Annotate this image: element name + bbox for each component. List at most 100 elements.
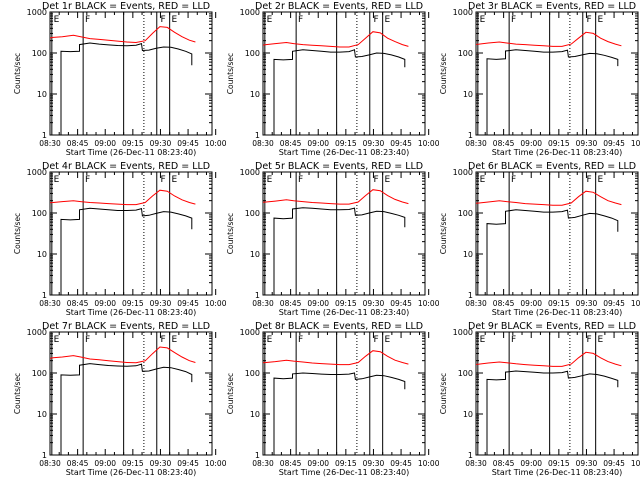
flag-label-E: E [267,335,273,345]
y-tick-label: 1000 [453,328,473,337]
x-axis-label: Start Time (26-Dec-11 08:23:40) [492,148,623,157]
chart-title: Det 1r BLACK = Events, RED = LLD [42,1,210,12]
x-tick-label: 09:15 [548,459,570,468]
series-events-line [263,372,406,455]
x-tick-label: 09:30 [576,299,598,308]
series-events-line [476,49,619,135]
x-axis-label: Start Time (26-Dec-11 08:23:40) [492,308,623,317]
flag-label-F: F [85,15,90,25]
y-tick-label: 100 [245,49,260,58]
x-tick-label: 09:15 [122,139,144,148]
chart-title: Det 8r BLACK = Events, RED = LLD [255,321,423,332]
flag-label-E: E [385,15,391,25]
x-tick-label: 09:15 [335,299,357,308]
y-axis-label: Counts/sec [13,373,22,414]
y-tick-label: 100 [32,209,47,218]
flag-label-E: E [172,175,178,185]
x-tick-label: 08:30 [39,459,61,468]
series-events-line [263,49,406,135]
x-tick-label: 10:00 [631,459,640,468]
flag-label-F: F [511,15,516,25]
x-tick-label: 09:45 [390,139,412,148]
series-events-line [50,207,193,295]
y-tick-label: 1000 [27,168,47,177]
y-tick-label: 10 [463,410,473,419]
y-axis-label: Counts/sec [439,373,448,414]
y-axis-label: Counts/sec [13,53,22,94]
series-events-line [50,363,193,455]
chart-panel-5: Det 5r BLACK = Events, RED = LLD 1 10 100 10… [226,161,440,317]
chart-panel-8: Det 8r BLACK = Events, RED = LLD 1 10 100 10… [226,321,440,477]
x-tick-label: 10:00 [631,299,640,308]
x-tick-label: 08:30 [252,299,274,308]
x-tick-label: 09:45 [177,299,199,308]
x-axis-label: Start Time (26-Dec-11 08:23:40) [66,148,197,157]
x-tick-label: 09:15 [548,139,570,148]
plot-frame [49,331,213,456]
x-axis-label: Start Time (26-Dec-11 08:23:40) [279,308,410,317]
x-tick-label: 10:00 [205,299,227,308]
series-lld-line [476,190,622,206]
plot-frame [475,331,639,456]
x-tick-label: 10:00 [418,139,440,148]
flag-label-E: E [480,175,486,185]
x-tick-label: 10:00 [631,139,640,148]
series-lld-line [50,189,196,206]
flag-label-F: F [586,175,591,185]
flag-label-E: E [598,335,604,345]
x-tick-label: 09:45 [177,139,199,148]
y-tick-label: 100 [245,209,260,218]
flag-label-E: E [267,15,273,25]
x-tick-label: 09:30 [363,139,385,148]
y-axis-label: Counts/sec [226,53,235,94]
chart-panel-3: Det 3r BLACK = Events, RED = LLD 1 10 100 10… [439,1,640,157]
x-tick-label: 08:45 [67,459,89,468]
flag-label-E: E [480,15,486,25]
x-tick-label: 10:00 [418,459,440,468]
y-tick-label: 1 [42,451,47,460]
y-axis-label: Counts/sec [439,53,448,94]
plot-frame [49,171,213,296]
y-tick-label: 10 [37,250,47,259]
x-tick-label: 09:15 [122,459,144,468]
y-tick-label: 100 [458,49,473,58]
y-tick-label: 1000 [27,328,47,337]
flag-label-F: F [160,15,165,25]
y-axis-label: Counts/sec [13,213,22,254]
x-tick-label: 09:30 [576,459,598,468]
chart-title: Det 5r BLACK = Events, RED = LLD [255,161,423,172]
x-tick-label: 09:00 [520,299,542,308]
x-tick-label: 08:30 [465,459,487,468]
x-tick-label: 09:45 [177,459,199,468]
y-tick-label: 1 [42,131,47,140]
flag-label-F: F [85,175,90,185]
y-tick-label: 100 [32,369,47,378]
flag-label-E: E [385,175,391,185]
flag-label-E: E [54,335,60,345]
x-tick-label: 09:00 [520,459,542,468]
y-tick-label: 1000 [240,168,260,177]
flag-label-F: F [511,175,516,185]
chart-panel-9: Det 9r BLACK = Events, RED = LLD 1 10 100 10… [439,321,640,477]
y-tick-label: 1000 [453,8,473,17]
x-tick-label: 09:45 [390,459,412,468]
chart-panel-2: Det 2r BLACK = Events, RED = LLD 1 10 100 10… [226,1,440,157]
plot-frame [262,171,426,296]
flag-label-E: E [54,15,60,25]
y-tick-label: 10 [463,90,473,99]
x-tick-label: 08:30 [465,299,487,308]
series-lld-line [476,31,622,47]
plot-frame [262,11,426,136]
x-tick-label: 08:30 [39,299,61,308]
x-axis-label: Start Time (26-Dec-11 08:23:40) [492,468,623,477]
flag-label-E: E [54,175,60,185]
x-tick-label: 09:30 [363,299,385,308]
series-lld-line [50,346,196,364]
flag-label-E: E [172,15,178,25]
flag-label-F: F [511,335,516,345]
flag-label-E: E [598,175,604,185]
x-tick-label: 09:45 [603,459,625,468]
x-tick-label: 09:30 [363,459,385,468]
x-tick-label: 09:30 [576,139,598,148]
